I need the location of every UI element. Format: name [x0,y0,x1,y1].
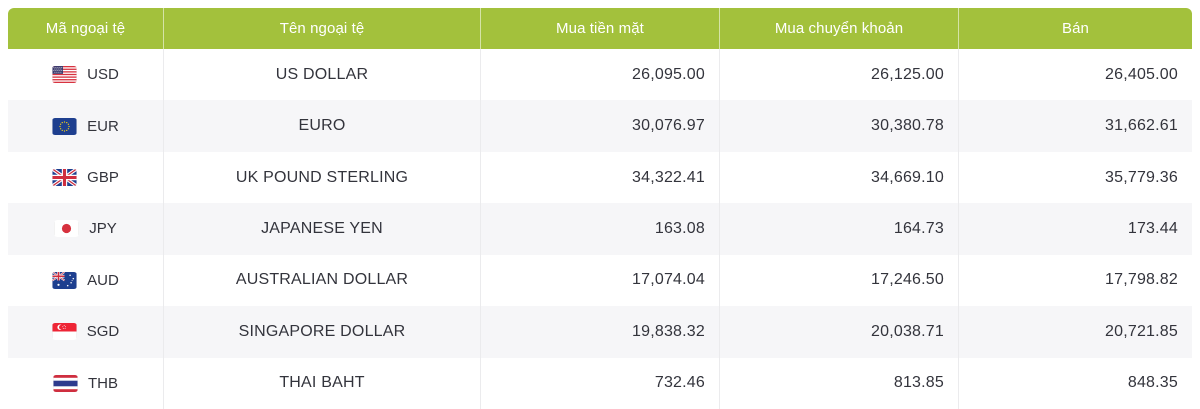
header-cash-buy: Mua tiền mặt [481,8,720,49]
currency-code-cell: AUD [8,254,164,307]
sell-value: 31,662.61 [1105,117,1178,135]
transfer-buy-value: 813.85 [720,357,959,409]
cash-buy-value: 34,322.41 [481,151,720,204]
currency-code-cell: USD [8,49,164,101]
gb-flag-icon [52,169,78,187]
cash-buy-value: 732.46 [481,357,720,409]
sg-flag-icon [52,323,77,341]
sell-value: 17,798.82 [1105,271,1178,289]
table-header-row: Mã ngoại tệ Tên ngoại tệ Mua tiền mặt Mu… [8,8,1192,49]
currency-name-label: AUSTRALIAN DOLLAR [164,254,481,307]
currency-code-cell: JPY [8,203,164,255]
table-body: USD US DOLLAR 26,095.00 26,125.00 26,405… [8,49,1192,409]
table-row: THB THAI BAHT 732.46 813.85 848.35 [8,357,1192,409]
currency-code-label: USD [87,66,119,84]
cash-buy-value: 17,074.04 [481,254,720,307]
us-flag-icon [52,66,77,84]
sell-value: 848.35 [1127,374,1178,392]
currency-name-label: SINGAPORE DOLLAR [164,306,481,358]
currency-code-cell: THB [8,357,164,409]
transfer-buy-value: 17,246.50 [720,254,959,307]
jp-flag-icon [54,220,79,238]
transfer-buy-value: 20,038.71 [720,306,959,358]
currency-name-label: EURO [164,100,481,152]
currency-code-cell: EUR [8,100,164,152]
table-row: EUR EURO 30,076.97 30,380.78 31,662.61 [8,100,1192,152]
header-sell: Bán [1062,20,1089,37]
transfer-buy-value: 34,669.10 [720,151,959,204]
table-row: JPY JAPANESE YEN 163.08 164.73 173.44 [8,203,1192,255]
th-flag-icon [53,374,78,392]
currency-name-label: THAI BAHT [164,357,481,409]
currency-code-label: JPY [89,220,117,238]
currency-code-label: EUR [87,117,119,135]
sell-value: 26,405.00 [1105,65,1178,83]
exchange-rate-table: Mã ngoại tệ Tên ngoại tệ Mua tiền mặt Mu… [8,8,1192,409]
transfer-buy-value: 30,380.78 [720,100,959,152]
currency-name-label: UK POUND STERLING [164,151,481,204]
table-row: GBP UK POUND STERLING 34,322.41 34,669.1… [8,151,1192,204]
currency-name-label: US DOLLAR [164,49,481,101]
transfer-buy-value: 26,125.00 [720,49,959,101]
eu-flag-icon [52,117,77,135]
au-flag-icon [52,271,77,289]
table-row: AUD AUSTRALIAN DOLLAR 17,074.04 17,246.5… [8,254,1192,307]
currency-code-cell: SGD [8,306,164,358]
currency-code-cell: GBP [8,151,164,204]
currency-name-label: JAPANESE YEN [164,203,481,255]
sell-value: 173.44 [1127,219,1178,237]
cash-buy-value: 30,076.97 [481,100,720,152]
cash-buy-value: 26,095.00 [481,49,720,101]
cash-buy-value: 19,838.32 [481,306,720,358]
transfer-buy-value: 164.73 [720,203,959,255]
header-currency-code: Mã ngoại tệ [8,8,164,49]
sell-value: 20,721.85 [1105,322,1178,340]
table-row: USD US DOLLAR 26,095.00 26,125.00 26,405… [8,49,1192,101]
sell-value: 35,779.36 [1105,168,1178,186]
currency-code-label: SGD [86,323,120,341]
header-transfer-buy: Mua chuyển khoản [720,8,959,49]
currency-code-label: THB [88,374,118,392]
cash-buy-value: 163.08 [481,203,720,255]
header-currency-name: Tên ngoại tệ [164,8,481,49]
currency-code-label: GBP [87,169,119,187]
table-row: SGD SINGAPORE DOLLAR 19,838.32 20,038.71… [8,306,1192,358]
currency-code-label: AUD [87,271,119,289]
